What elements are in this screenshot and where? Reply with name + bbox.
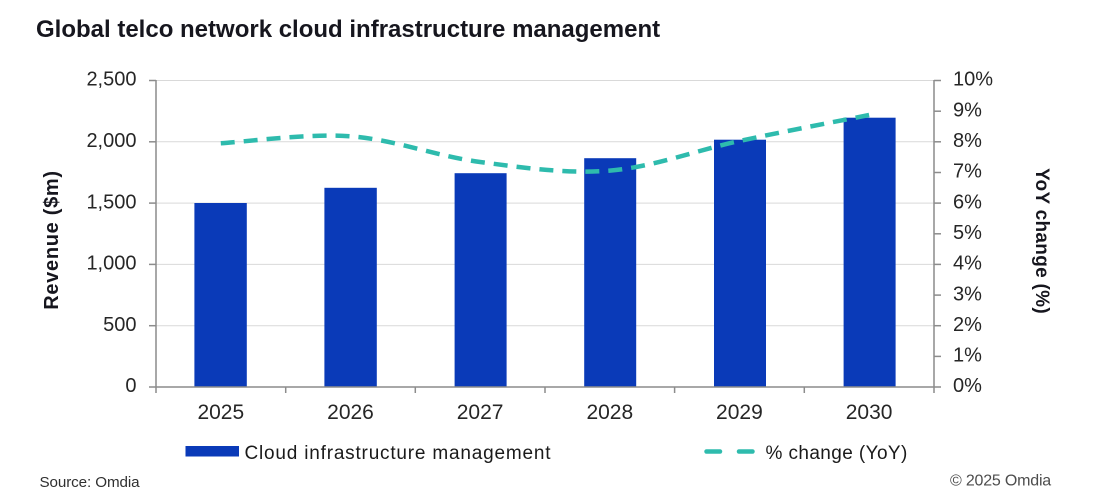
svg-text:© 2025 Omdia: © 2025 Omdia <box>950 473 1051 490</box>
svg-text:2029: 2029 <box>716 401 763 424</box>
svg-text:5%: 5% <box>953 222 982 244</box>
svg-text:8%: 8% <box>953 130 982 152</box>
svg-text:1,000: 1,000 <box>86 253 136 275</box>
svg-text:Revenue ($m): Revenue ($m) <box>41 170 63 310</box>
svg-text:2,500: 2,500 <box>86 69 136 91</box>
svg-text:2,000: 2,000 <box>86 130 136 152</box>
svg-text:1%: 1% <box>953 345 982 367</box>
svg-text:% change (YoY): % change (YoY) <box>766 443 908 464</box>
svg-text:9%: 9% <box>953 99 982 121</box>
svg-text:2030: 2030 <box>846 401 893 424</box>
svg-text:2026: 2026 <box>327 401 374 424</box>
svg-text:1,500: 1,500 <box>86 191 136 213</box>
svg-text:2027: 2027 <box>457 401 504 424</box>
svg-text:0%: 0% <box>953 375 982 397</box>
svg-text:4%: 4% <box>953 253 982 275</box>
svg-text:7%: 7% <box>953 161 982 183</box>
svg-text:YoY change (%): YoY change (%) <box>1031 168 1052 314</box>
svg-text:3%: 3% <box>953 283 982 305</box>
svg-text:Source: Omdia: Source: Omdia <box>40 474 141 491</box>
svg-text:Cloud infrastructure managemen: Cloud infrastructure management <box>245 443 552 464</box>
svg-text:0: 0 <box>125 375 136 397</box>
svg-text:6%: 6% <box>953 191 982 213</box>
svg-text:500: 500 <box>103 314 136 336</box>
svg-text:10%: 10% <box>953 69 993 91</box>
svg-text:2025: 2025 <box>197 401 244 424</box>
svg-text:Global telco network cloud inf: Global telco network cloud infrastructur… <box>36 16 660 43</box>
svg-text:2%: 2% <box>953 314 982 336</box>
svg-text:2028: 2028 <box>586 401 633 424</box>
